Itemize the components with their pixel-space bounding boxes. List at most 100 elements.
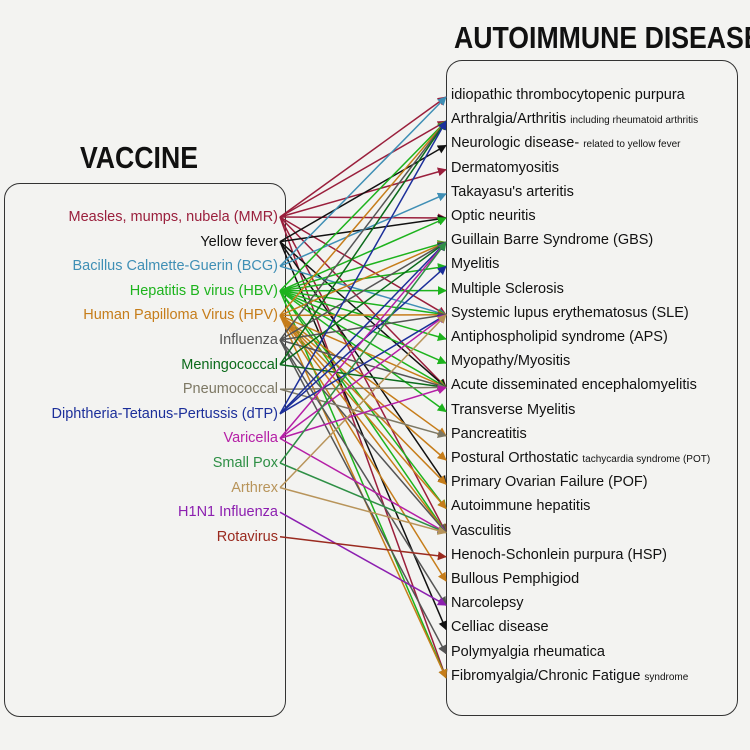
disease-label: Antiphospholipid syndrome (APS) [451,329,668,345]
disease-label: Takayasu's arteritis [451,183,574,200]
vaccine-item: Influenza [219,332,278,348]
vaccine-item: Measles, mumps, nubela (MMR) [68,209,279,225]
disease-item: Autoimmune hepatitis [451,497,590,515]
connection-arrow [279,290,447,679]
disease-label: Postural Orthostatic [451,450,583,466]
disease-item: Fibromyalgia/Chronic Fatigue syndrome [451,667,688,687]
connection-arrow [279,217,447,292]
vaccine-item: Hepatitis B virus (HBV) [129,282,278,299]
disease-item: Myelitis [451,255,499,273]
disease-label: Neurologic disease- [451,135,584,152]
disease-label: Narcolepsy [451,595,524,612]
disease-item: Transverse Myelitis [451,401,575,419]
connection-arrow [279,144,447,243]
connection-arrow [279,315,447,582]
connection-arrow [279,120,447,415]
disease-label: Myopathy/Myositis [451,353,571,370]
disease-column-title: AUTOIMMUNE DISEASE [454,20,750,55]
disease-label: Dermatomyositis [451,159,559,176]
connection-arrow [279,437,447,534]
connection-arrow [279,339,447,655]
connection-arrow [279,96,447,267]
connection-arrow [279,511,447,606]
vaccine-item: Arthrex [231,479,278,496]
disease-label: Guillain Barre Syndrome (GBS) [451,232,654,249]
disease-item: Polymyalgia rheumatica [451,643,605,661]
connection-arrow [279,486,447,535]
disease-label: Transverse Myelitis [451,401,576,418]
disease-label: Autoimmune hepatitis [451,498,591,515]
disease-note: related to yellow fever [583,139,681,151]
disease-label: Systemic lupus erythematosus (SLE) [451,304,689,321]
disease-label: Acute disseminated encephalomyelitis [451,377,697,394]
disease-item: Postural Orthostatic tachycardia syndrom… [451,449,710,469]
vaccine-item: Diphtheria-Tetanus-Pertussis (dTP) [51,405,278,422]
connection-arrow [279,96,447,218]
disease-item: Celliac disease [451,618,549,636]
disease-item: Pancreatitis [451,425,527,443]
disease-label: Pancreatitis [451,425,527,442]
vaccine-item: Meningococcal [181,356,278,373]
disease-note: syndrome [644,671,689,683]
disease-label: Myelitis [451,256,500,273]
disease-note: tachycardia syndrome (POT) [582,454,711,465]
disease-label: Henoch-Schonlein purpura (HSP) [451,546,667,563]
disease-item: Myopathy/Myositis [451,352,570,370]
connection-arrow [279,120,447,341]
disease-label: Multiple Sclerosis [451,280,564,297]
disease-item: Multiple Sclerosis [451,280,564,298]
connection-arrow [279,314,447,489]
connection-arrow [279,120,447,316]
connection-arrow [279,241,447,366]
disease-item: Guillain Barre Syndrome (GBS) [451,231,653,249]
vaccine-item: H1N1 Influenza [178,504,278,521]
vaccine-item: Small Pox [212,455,278,471]
vaccine-item: Bacillus Calmette-Guerin (BCG) [72,258,278,275]
disease-label: Bullous Pemphigiod [451,571,580,587]
disease-item: Vasculitis [451,522,511,540]
vaccine-box [4,183,286,717]
connection-arrow [279,385,447,440]
disease-label: Primary Ovarian Failure (POF) [451,474,648,491]
disease-label: Arthralgia/Arthritis [451,111,571,128]
disease-item: Narcolepsy [451,594,524,612]
connection-arrow [279,241,447,464]
connection-arrow [279,314,447,534]
disease-label: Fibromyalgia/Chronic Fatigue [451,667,645,684]
vaccine-item: Human Papilloma Virus (HPV) [83,307,278,324]
vaccine-item: Yellow fever [200,233,278,250]
disease-item: Primary Ovarian Failure (POF) [451,473,648,491]
connection-arrow [279,536,447,561]
disease-item: Optic neuritis [451,207,536,225]
connection-arrow [279,310,447,320]
connection-arrow [279,120,447,218]
connection-arrow [279,120,447,292]
disease-label: Optic neuritis [451,208,536,224]
disease-item: Bullous Pemphigiod [451,570,579,588]
connection-arrow [279,241,447,439]
disease-item: idiopathic thrombocytopenic purpura [451,86,685,104]
disease-item: Systemic lupus erythematosus (SLE) [451,304,689,322]
disease-item: Takayasu's arteritis [451,183,574,201]
disease-item: Antiphospholipid syndrome (APS) [451,328,668,346]
vaccine-item: Pneumococcal [182,381,278,398]
connection-arrow [279,120,447,366]
disease-note: including rheumatoid arthritis [570,115,699,127]
connection-arrow [279,339,447,534]
connection-arrow [279,241,447,415]
connection-arrow [279,314,447,440]
disease-item: Acute disseminated encephalomyelitis [451,376,697,394]
vaccine-column-title: VACCINE [80,140,199,175]
connection-arrow [279,314,447,415]
disease-label: idiopathic thrombocytopenic purpura [451,87,685,103]
disease-label: Vasculitis [451,522,512,539]
disease-item: Arthralgia/Arthritis including rheumatoi… [451,110,698,130]
disease-item: Henoch-Schonlein purpura (HSP) [451,546,667,564]
connection-arrow [279,462,447,534]
vaccine-item: Rotavirus [216,528,278,545]
disease-item: Dermatomyositis [451,159,559,177]
disease-label: Celliac disease [451,619,549,636]
disease-item: Neurologic disease- related to yellow fe… [451,134,680,154]
disease-label: Polymyalgia rheumatica [451,643,605,660]
